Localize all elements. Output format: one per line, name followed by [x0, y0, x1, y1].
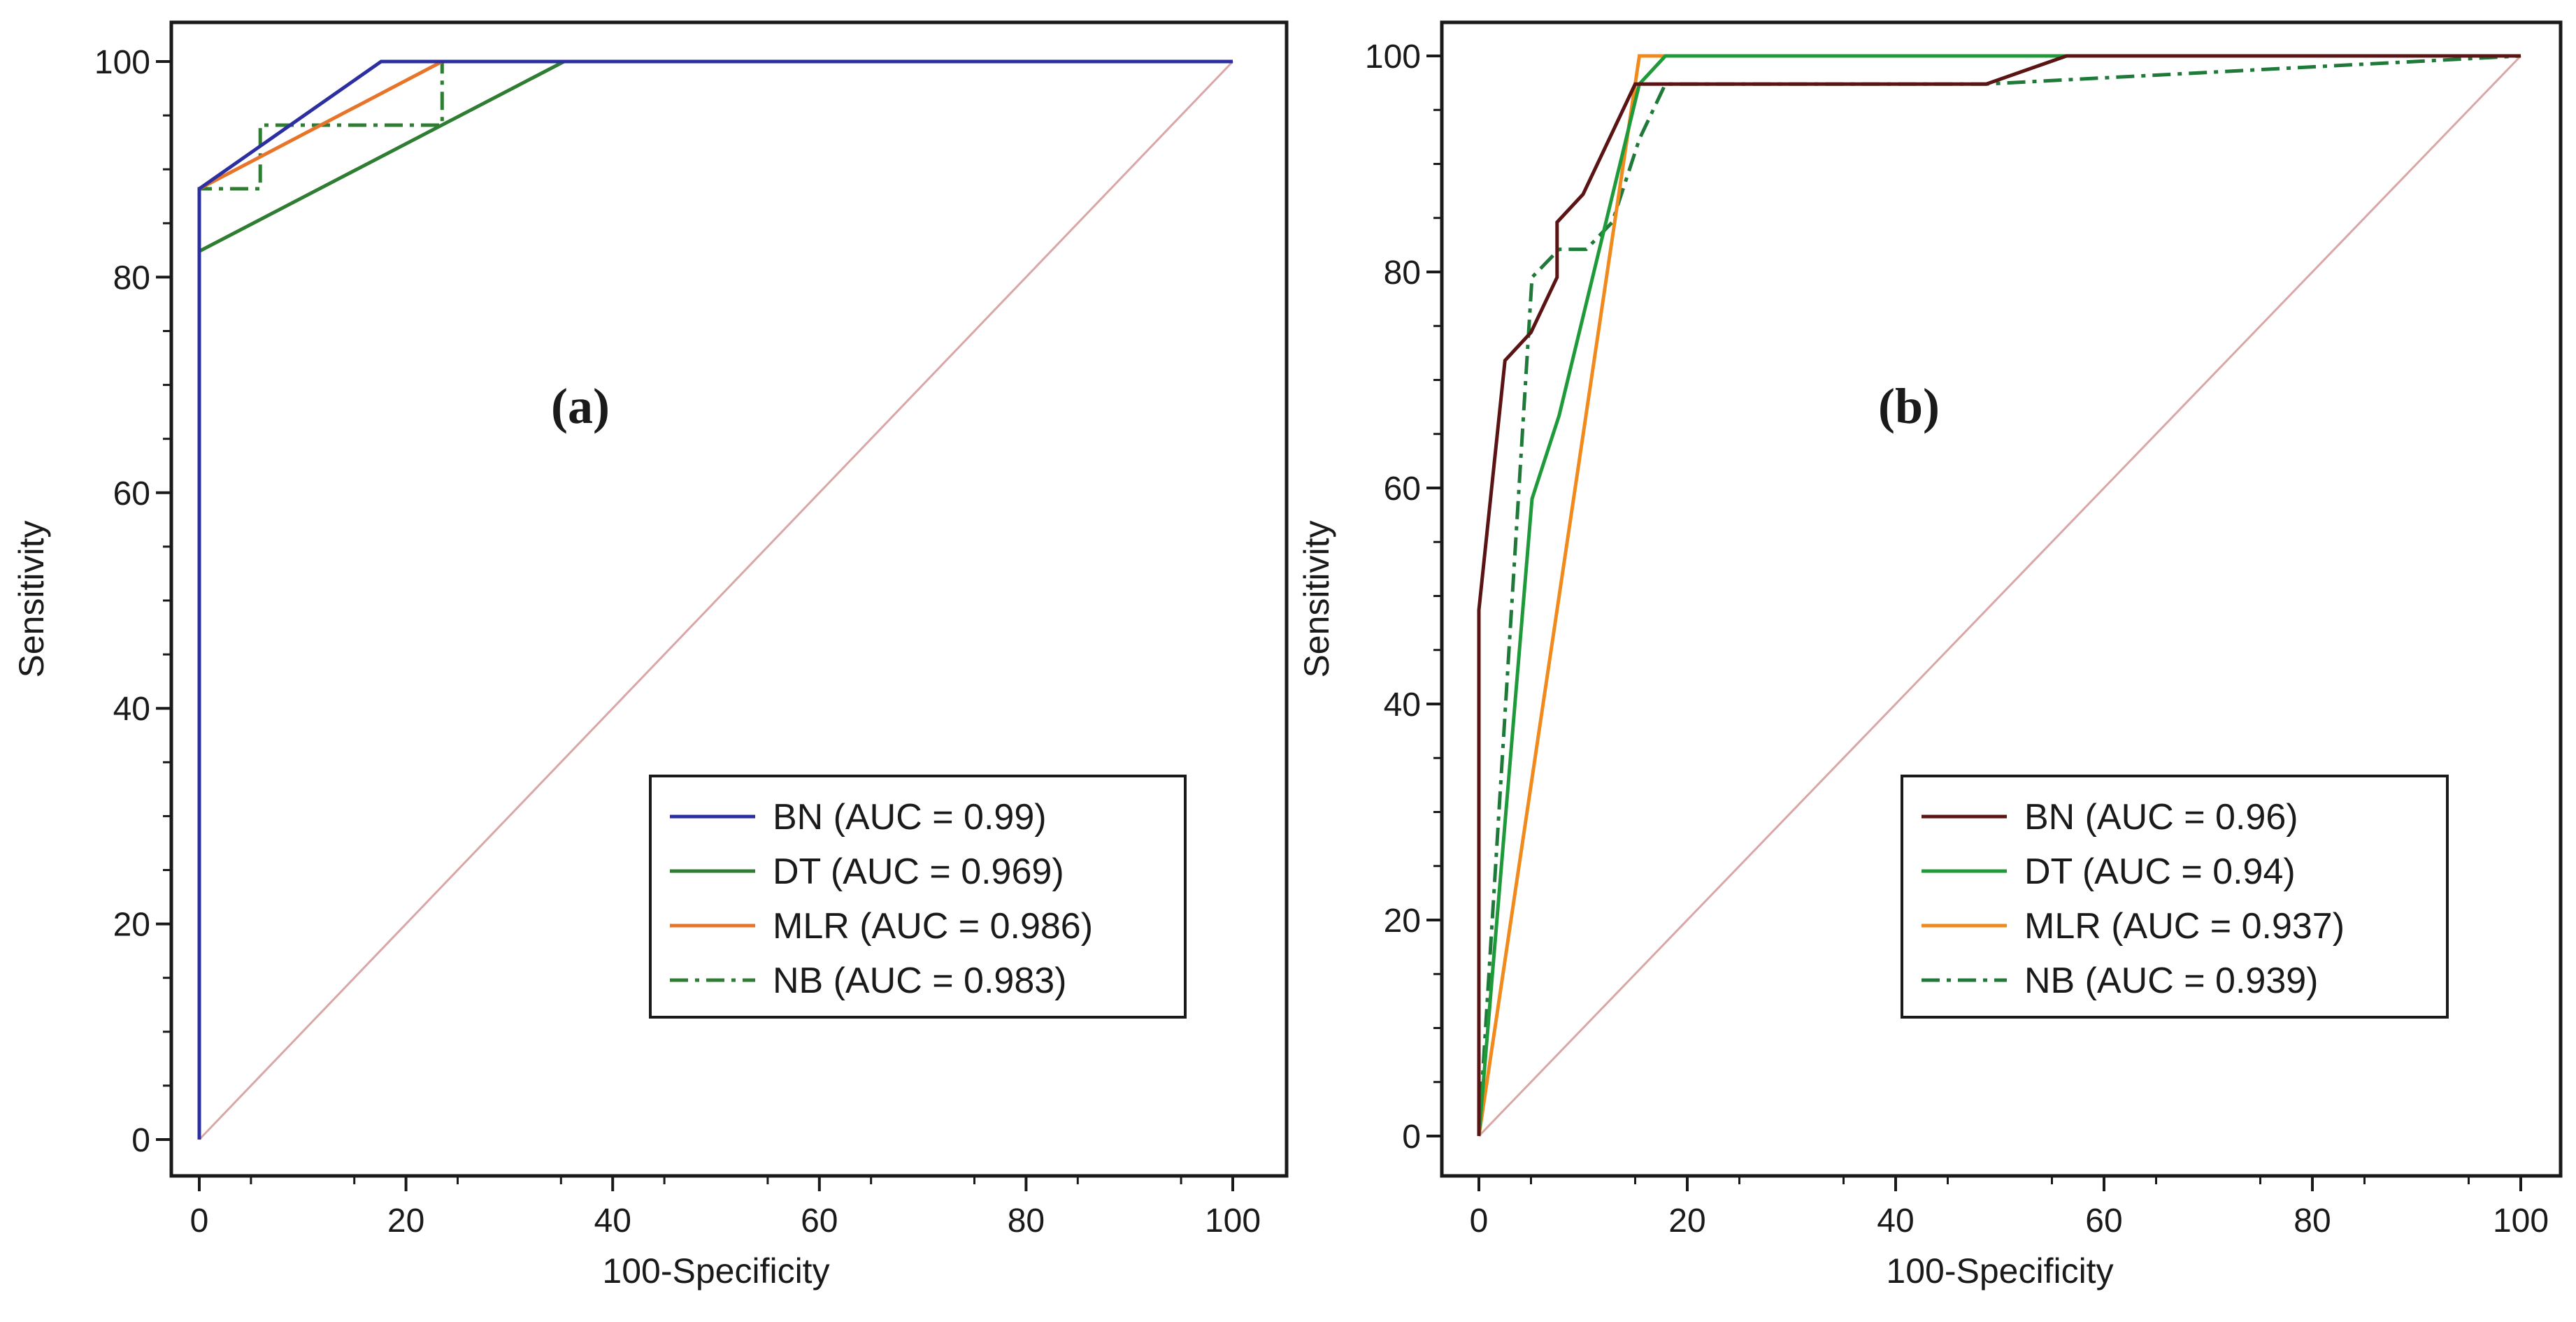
y-axis-label: Sensitivity: [1297, 520, 1336, 677]
y-tick-label: 60: [1384, 470, 1421, 508]
x-tick-label: 0: [1470, 1202, 1489, 1240]
plot-frame: [1440, 20, 2563, 1178]
y-axis-label: Sensitivity: [12, 520, 51, 677]
plot-frame: [169, 20, 1289, 1178]
x-tick-label: 60: [801, 1202, 838, 1240]
x-tick-label: 80: [1008, 1202, 1045, 1240]
y-tick-label: 20: [1384, 903, 1421, 940]
panel-label: (a): [551, 378, 610, 434]
y-tick-label: 100: [1365, 38, 1421, 76]
y-tick-label: 80: [1384, 254, 1421, 292]
x-tick-label: 60: [2085, 1202, 2122, 1240]
y-tick-label: 0: [131, 1122, 150, 1159]
roc-series-line-bn: [1477, 54, 2521, 1136]
x-tick-label: 0: [190, 1202, 209, 1240]
legend-entry: BN (AUC = 0.99): [773, 797, 1047, 838]
legend-entry: NB (AUC = 0.939): [2024, 961, 2319, 1001]
legend: BN (AUC = 0.96) DT (AUC = 0.94) MLR (AUC =…: [1901, 775, 2449, 1019]
x-tick-label: 100: [2493, 1202, 2549, 1240]
x-axis-label: 100-Specificity: [602, 1251, 829, 1291]
reference-diagonal-line: [1477, 55, 2522, 1137]
legend-entry: DT (AUC = 0.969): [773, 852, 1064, 892]
legend: BN (AUC = 0.99) DT (AUC = 0.969) MLR (AUC …: [649, 775, 1187, 1019]
x-tick-label: 100: [1205, 1202, 1261, 1240]
y-tick-label: 40: [113, 691, 150, 728]
y-tick-label: 40: [1384, 687, 1421, 724]
roc-series-line-bn: [197, 59, 1233, 1140]
panel-a: 0 20 40 60 80 100 0 20 40 60 80 100 100-Specificity S…: [12, 20, 1289, 1291]
legend-entry: MLR (AUC = 0.937): [2024, 906, 2345, 947]
x-tick-label: 40: [1877, 1202, 1914, 1240]
reference-diagonal-line: [198, 60, 1234, 1141]
legend-entry: DT (AUC = 0.94): [2024, 852, 2296, 892]
y-tick-label: 0: [1402, 1119, 1421, 1156]
panel-b: 0 20 40 60 80 100 0 20 40 60 80 100 100-Specificity S…: [1297, 20, 2563, 1291]
x-axis-label: 100-Specificity: [1886, 1251, 2113, 1291]
x-tick-label: 80: [2294, 1202, 2331, 1240]
panel-label: (b): [1878, 378, 1940, 434]
x-tick-label: 20: [1668, 1202, 1705, 1240]
y-tick-label: 60: [113, 475, 150, 512]
x-tick-label: 20: [387, 1202, 424, 1240]
legend-entry: MLR (AUC = 0.986): [773, 906, 1093, 947]
y-tick-label: 20: [113, 907, 150, 944]
y-tick-label: 100: [94, 44, 150, 81]
roc-series-line-dt: [1477, 54, 2521, 1137]
x-tick-label: 40: [594, 1202, 631, 1240]
legend-entry: BN (AUC = 0.96): [2024, 797, 2298, 838]
y-tick-label: 80: [113, 259, 150, 296]
legend-entry: NB (AUC = 0.983): [773, 961, 1067, 1001]
